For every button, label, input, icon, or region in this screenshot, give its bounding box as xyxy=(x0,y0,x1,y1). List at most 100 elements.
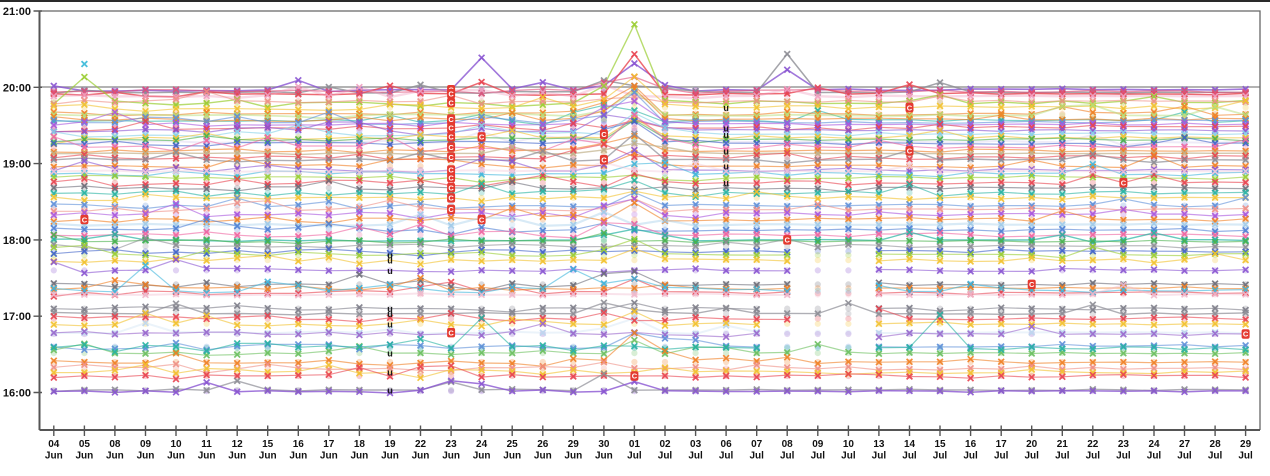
svg-text:12: 12 xyxy=(232,439,244,450)
svg-text:22: 22 xyxy=(1087,439,1099,450)
svg-text:Jun: Jun xyxy=(45,451,63,462)
svg-text:Jun: Jun xyxy=(381,451,399,462)
svg-text:Jul: Jul xyxy=(1086,451,1101,462)
svg-text:26: 26 xyxy=(537,439,549,450)
svg-text:29: 29 xyxy=(1240,439,1252,450)
svg-text:Jul: Jul xyxy=(1024,451,1039,462)
svg-text:Jun: Jun xyxy=(442,451,460,462)
svg-text:Jul: Jul xyxy=(963,451,978,462)
svg-text:Jun: Jun xyxy=(289,451,307,462)
svg-text:C: C xyxy=(82,215,88,224)
svg-text:30: 30 xyxy=(598,439,610,450)
svg-text:C: C xyxy=(479,133,485,142)
svg-text:11: 11 xyxy=(201,439,212,450)
svg-text:C: C xyxy=(448,133,454,142)
svg-text:C: C xyxy=(448,173,454,182)
svg-text:u: u xyxy=(387,251,393,261)
svg-text:25: 25 xyxy=(507,439,519,450)
svg-text:C: C xyxy=(448,89,454,98)
svg-text:C: C xyxy=(1029,280,1035,289)
svg-text:Jun: Jun xyxy=(351,451,369,462)
svg-text:u: u xyxy=(723,146,729,156)
svg-text:04: 04 xyxy=(48,439,60,450)
svg-text:u: u xyxy=(387,349,393,359)
svg-text:Jun: Jun xyxy=(106,451,124,462)
svg-text:15: 15 xyxy=(934,439,946,450)
svg-text:16:00: 16:00 xyxy=(3,388,31,400)
svg-text:27: 27 xyxy=(1179,439,1191,450)
svg-text:C: C xyxy=(632,372,638,381)
svg-text:C: C xyxy=(448,143,454,152)
svg-text:Jun: Jun xyxy=(473,451,491,462)
svg-text:18:00: 18:00 xyxy=(3,235,31,247)
svg-text:29: 29 xyxy=(568,439,580,450)
svg-text:C: C xyxy=(1243,330,1249,339)
svg-text:C: C xyxy=(601,130,607,139)
svg-text:Jun: Jun xyxy=(228,451,246,462)
svg-text:19: 19 xyxy=(384,439,396,450)
svg-text:C: C xyxy=(784,236,790,245)
svg-text:19:00: 19:00 xyxy=(3,159,31,171)
svg-text:13: 13 xyxy=(873,439,885,450)
svg-text:C: C xyxy=(448,205,454,214)
svg-text:Jun: Jun xyxy=(534,451,552,462)
svg-text:C: C xyxy=(448,153,454,162)
svg-text:01: 01 xyxy=(629,439,641,450)
svg-text:Jul: Jul xyxy=(1147,451,1162,462)
svg-text:C: C xyxy=(448,194,454,203)
svg-text:u: u xyxy=(387,304,393,314)
svg-text:Jun: Jun xyxy=(320,451,338,462)
svg-text:24: 24 xyxy=(476,439,488,450)
svg-text:Jul: Jul xyxy=(933,451,948,462)
svg-text:17: 17 xyxy=(323,439,335,450)
svg-text:Jun: Jun xyxy=(137,451,155,462)
svg-text:C: C xyxy=(907,103,913,112)
svg-text:Jul: Jul xyxy=(749,451,764,462)
svg-text:Jul: Jul xyxy=(841,451,856,462)
svg-text:16: 16 xyxy=(965,439,977,450)
svg-text:u: u xyxy=(387,309,393,319)
svg-text:Jun: Jun xyxy=(259,451,277,462)
svg-text:15: 15 xyxy=(262,439,274,450)
svg-text:Jun: Jun xyxy=(595,451,613,462)
svg-text:09: 09 xyxy=(812,439,824,450)
svg-text:23: 23 xyxy=(1118,439,1130,450)
svg-text:C: C xyxy=(1121,178,1127,187)
svg-text:u: u xyxy=(387,256,393,266)
svg-text:u: u xyxy=(723,103,729,113)
svg-text:Jun: Jun xyxy=(198,451,216,462)
svg-text:u: u xyxy=(387,368,393,378)
svg-text:C: C xyxy=(448,115,454,124)
svg-text:23: 23 xyxy=(446,439,458,450)
svg-text:28: 28 xyxy=(1210,439,1222,450)
svg-text:09: 09 xyxy=(140,439,152,450)
svg-text:C: C xyxy=(601,156,607,165)
svg-text:Jul: Jul xyxy=(1208,451,1223,462)
svg-text:20: 20 xyxy=(1026,439,1038,450)
svg-text:u: u xyxy=(723,178,729,188)
svg-text:17: 17 xyxy=(996,439,1008,450)
svg-text:Jul: Jul xyxy=(1238,451,1253,462)
svg-text:C: C xyxy=(448,124,454,133)
svg-text:u: u xyxy=(387,386,393,396)
svg-text:Jul: Jul xyxy=(1177,451,1192,462)
svg-text:Jul: Jul xyxy=(627,451,642,462)
svg-text:Jul: Jul xyxy=(1055,451,1070,462)
svg-text:Jul: Jul xyxy=(902,451,917,462)
svg-text:C: C xyxy=(907,147,913,156)
svg-text:Jun: Jun xyxy=(167,451,185,462)
svg-text:Jun: Jun xyxy=(412,451,430,462)
svg-text:C: C xyxy=(448,166,454,175)
svg-text:03: 03 xyxy=(690,439,702,450)
svg-text:16: 16 xyxy=(293,439,305,450)
svg-text:05: 05 xyxy=(79,439,91,450)
svg-text:u: u xyxy=(723,124,729,134)
svg-text:C: C xyxy=(448,184,454,193)
svg-text:Jul: Jul xyxy=(994,451,1009,462)
svg-text:20:00: 20:00 xyxy=(3,82,31,94)
svg-text:Jul: Jul xyxy=(811,451,826,462)
svg-text:24: 24 xyxy=(1148,439,1160,450)
svg-text:08: 08 xyxy=(109,439,121,450)
svg-text:Jul: Jul xyxy=(872,451,887,462)
svg-text:Jul: Jul xyxy=(719,451,734,462)
